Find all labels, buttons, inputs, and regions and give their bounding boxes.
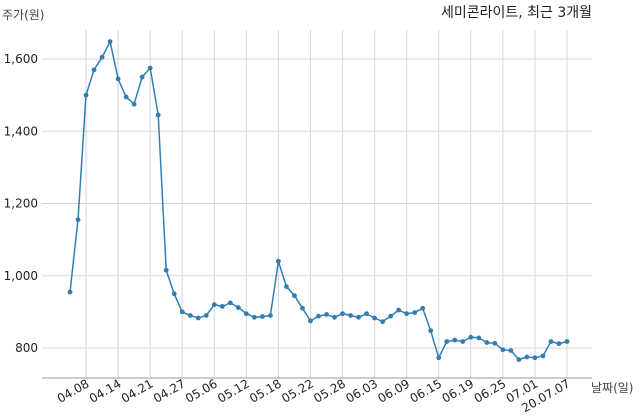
- data-point: [203, 313, 209, 318]
- data-point: [500, 347, 506, 353]
- data-point: [75, 217, 81, 223]
- data-point: [548, 339, 554, 344]
- data-point: [356, 314, 361, 320]
- data-point: [396, 307, 402, 313]
- data-point: [524, 354, 530, 360]
- data-point: [516, 357, 522, 362]
- x-tick-label: 06.03: [343, 376, 380, 405]
- data-point: [460, 339, 466, 344]
- x-tick-label: 06.09: [375, 376, 412, 405]
- y-tick-labels: 800 1,000 1,200 1,400 1,600: [4, 52, 38, 355]
- data-point: [99, 54, 105, 60]
- x-axis-title: 날짜(일): [591, 381, 633, 395]
- y-tick-label: 1,400: [4, 124, 38, 138]
- data-point: [340, 311, 345, 317]
- data-point: [195, 315, 201, 321]
- x-tick-labels: 04.0804.1404.2104.2705.0605.1205.1805.22…: [55, 376, 573, 415]
- data-point: [452, 337, 458, 343]
- data-point: [227, 300, 233, 306]
- data-point: [268, 313, 273, 318]
- x-tick-label: 04.08: [55, 376, 92, 405]
- data-point: [324, 312, 329, 317]
- data-point: [508, 348, 514, 353]
- data-point: [179, 309, 185, 315]
- x-tick-label: 06.19: [440, 376, 477, 405]
- data-point: [211, 302, 217, 308]
- data-point: [284, 284, 289, 289]
- data-point: [107, 39, 113, 45]
- data-point: [219, 304, 225, 309]
- data-point: [163, 267, 169, 273]
- data-point: [372, 315, 378, 321]
- x-tick-label: 05.22: [279, 376, 316, 405]
- data-point: [484, 340, 490, 345]
- data-point: [412, 310, 418, 315]
- y-tick-label: 800: [15, 341, 38, 355]
- x-tick-label: 05.18: [247, 376, 284, 405]
- data-point: [468, 334, 474, 340]
- data-point: [139, 74, 145, 80]
- data-point: [404, 311, 410, 317]
- data-point: [187, 313, 193, 318]
- data-point: [532, 355, 538, 361]
- data-point: [564, 339, 570, 344]
- data-point: [436, 355, 442, 361]
- data-point: [259, 314, 265, 319]
- data-point: [364, 311, 369, 317]
- grid-lines: [42, 30, 592, 378]
- data-point: [444, 339, 450, 344]
- data-point: [276, 258, 281, 264]
- data-point: [67, 289, 73, 295]
- price-series: [67, 39, 570, 362]
- x-tick-label: 04.27: [151, 376, 188, 405]
- data-point: [123, 94, 129, 100]
- data-point: [380, 319, 386, 325]
- data-point: [155, 112, 161, 118]
- data-point: [492, 340, 498, 346]
- data-point: [476, 335, 482, 341]
- data-point: [348, 313, 353, 318]
- data-point: [251, 314, 257, 320]
- x-tick-label: 04.14: [87, 376, 124, 405]
- data-point: [83, 92, 89, 98]
- x-tick-label: 05.06: [183, 376, 220, 405]
- data-point: [131, 101, 137, 107]
- chart-title: 세미콘라이트, 최근 3개월: [441, 5, 592, 21]
- data-point: [316, 313, 321, 319]
- x-tick-label: 05.12: [215, 376, 252, 405]
- x-tick-label: 05.28: [311, 376, 348, 405]
- data-point: [308, 318, 313, 324]
- data-point: [332, 314, 337, 320]
- x-tick-label: 04.21: [119, 376, 156, 405]
- data-point: [540, 353, 546, 359]
- data-point: [91, 67, 97, 73]
- data-point: [147, 65, 153, 71]
- data-point: [420, 305, 426, 311]
- data-point: [171, 291, 177, 297]
- x-tick-label: 06.25: [472, 376, 509, 405]
- data-point: [243, 311, 249, 317]
- y-tick-label: 1,600: [4, 52, 38, 66]
- y-tick-label: 1,000: [4, 269, 38, 283]
- data-point: [556, 341, 562, 347]
- x-tick-label: 06.15: [407, 376, 444, 405]
- data-point: [428, 328, 434, 334]
- data-point: [115, 76, 121, 82]
- y-tick-label: 1,200: [4, 197, 38, 211]
- y-axis-title: 주가(원): [2, 8, 44, 22]
- data-point: [388, 313, 394, 319]
- data-point: [292, 293, 297, 299]
- data-point: [300, 305, 305, 311]
- data-point: [235, 305, 241, 310]
- series-line: [69, 39, 568, 361]
